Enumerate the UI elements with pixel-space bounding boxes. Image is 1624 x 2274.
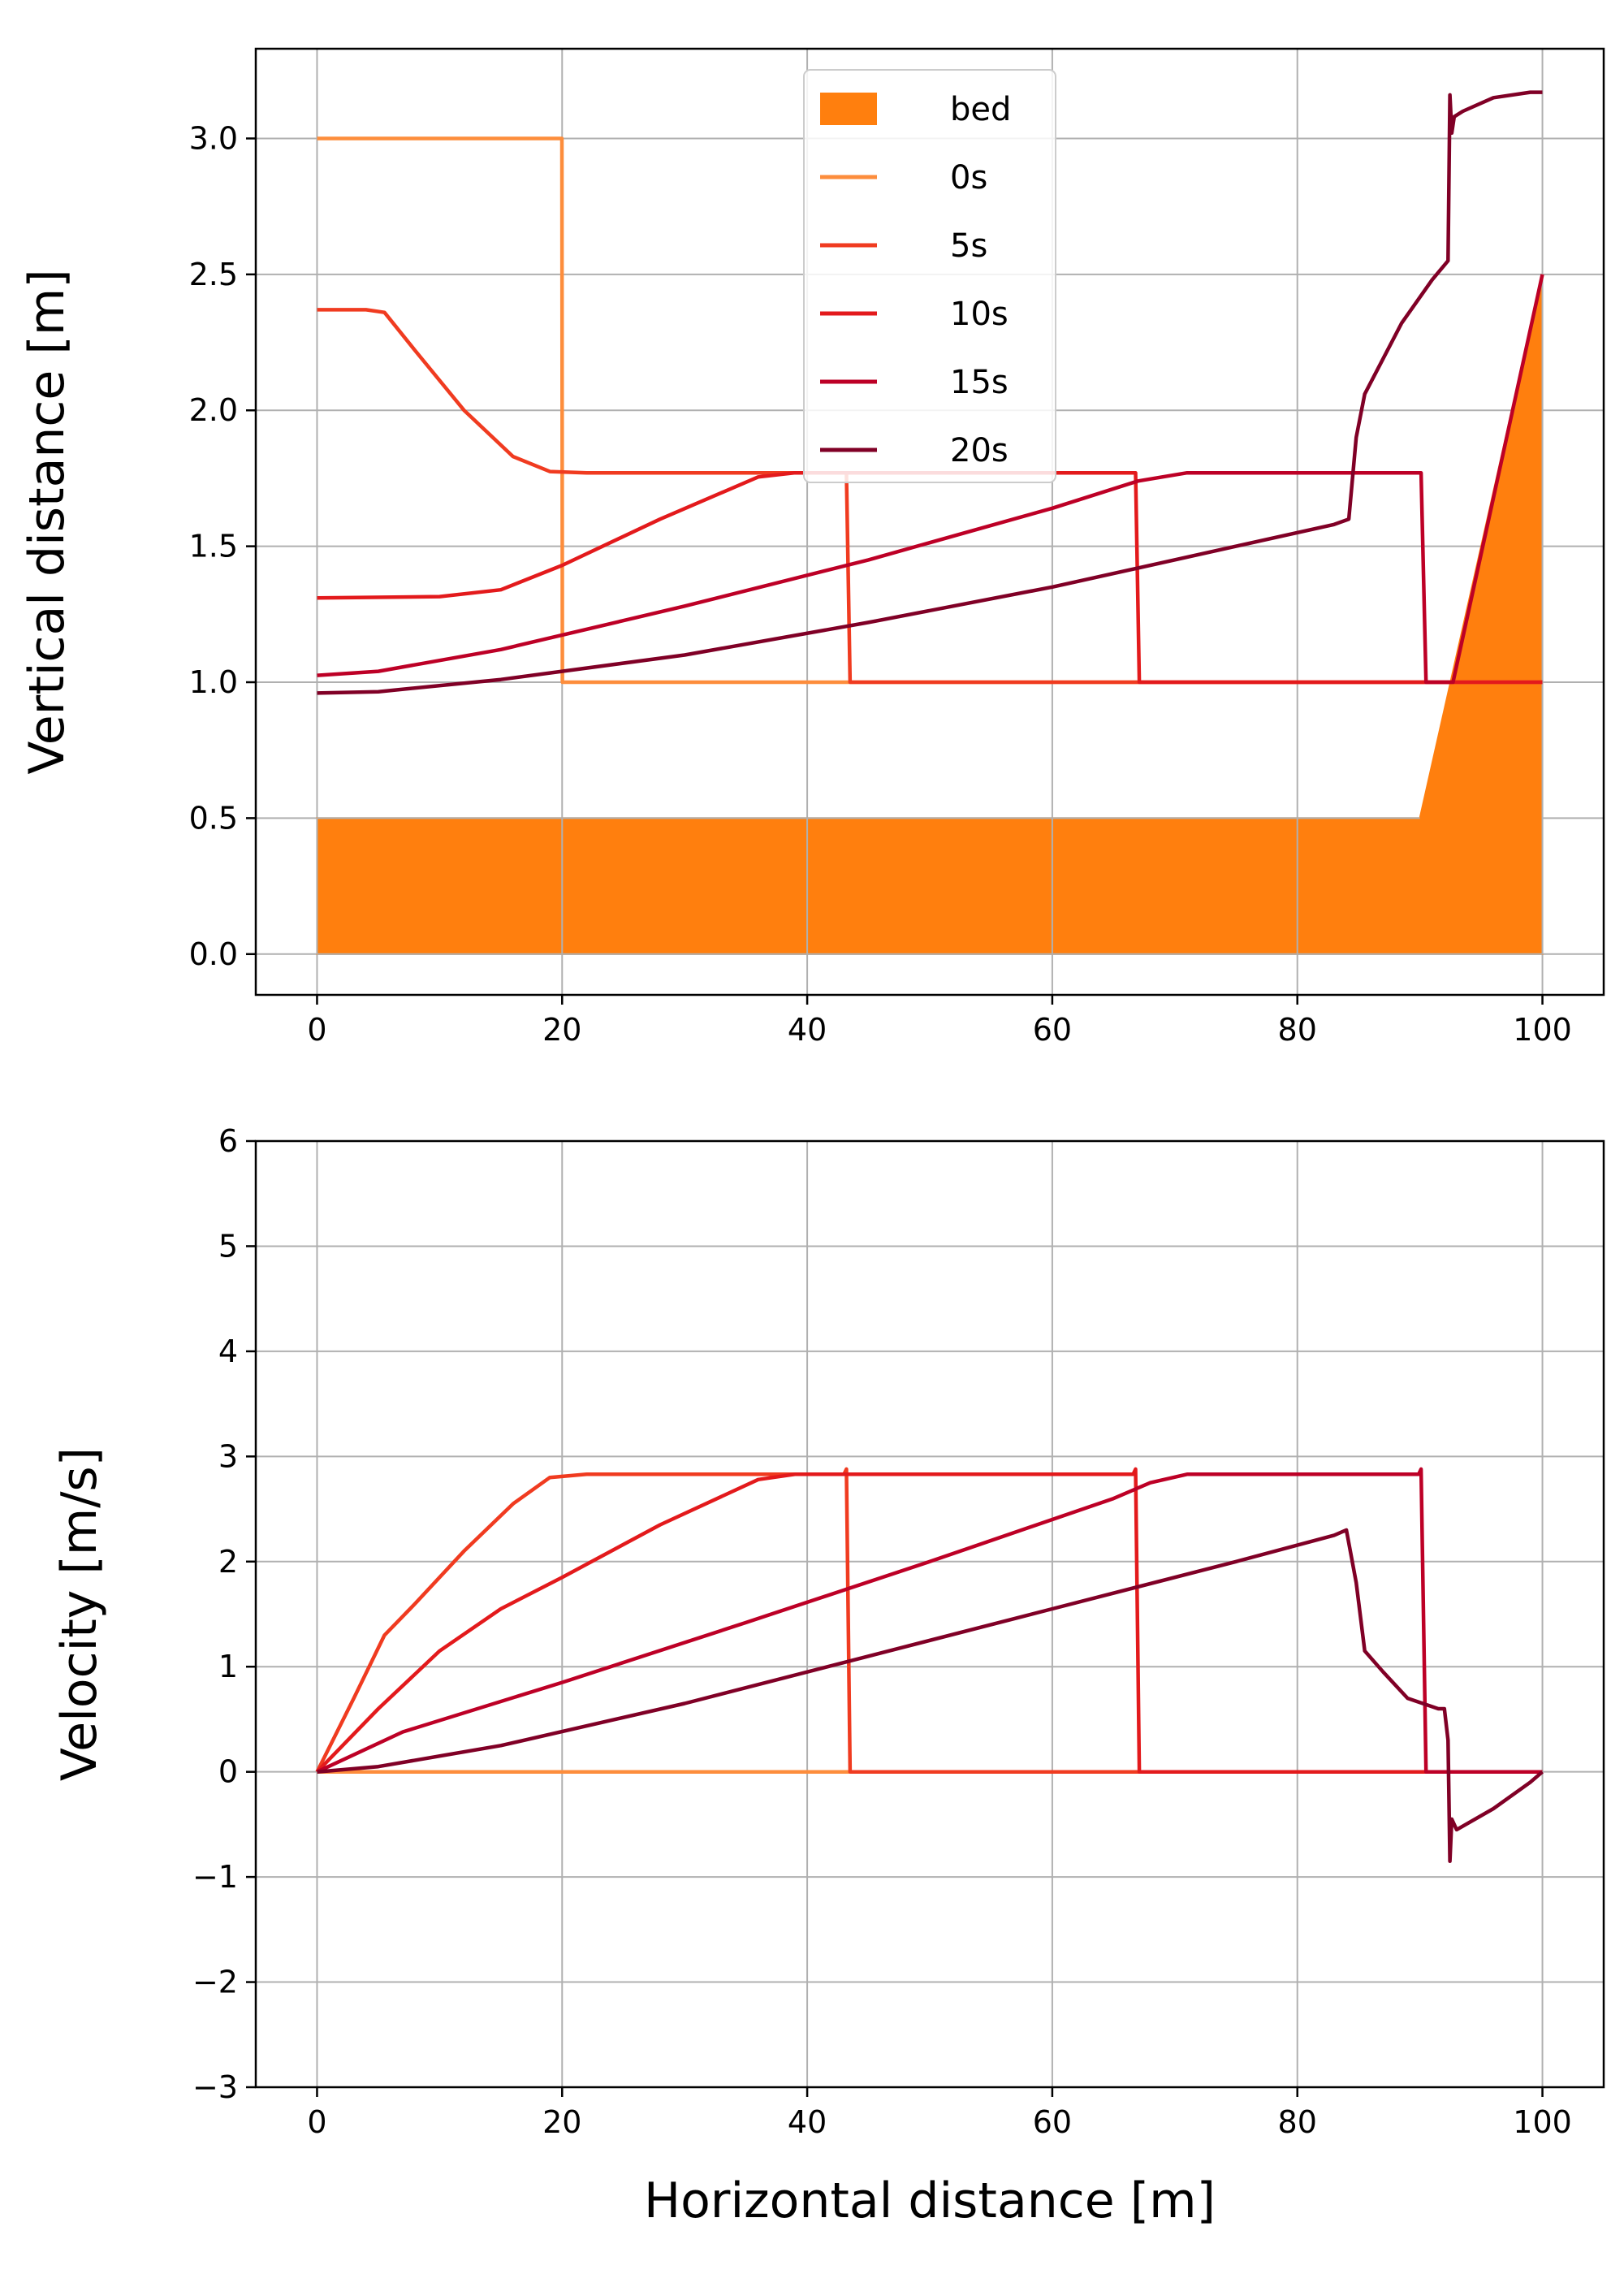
velocity-axes-frame	[254, 1139, 1605, 2089]
elevation-xtick-label-40: 40	[788, 1012, 827, 1048]
velocity-xtick-label-0: 0	[307, 2104, 326, 2140]
elevation-ytick-label-2-5: 2.5	[189, 257, 238, 292]
elevation-grid-over-bed	[316, 274, 1544, 955]
elevation-series	[317, 90, 1544, 695]
elevation-ytick-label-0: 0.0	[189, 936, 238, 972]
legend-label-5s: 5s	[950, 227, 987, 265]
velocity-ytick-label--1: −1	[192, 1859, 238, 1895]
elevation-ticks: 0 20 40 60 80 100 0.0 0.5 1.0 1.5 2.0 2.5 3.0	[189, 120, 1572, 1048]
elevation-series-5s	[317, 308, 1543, 685]
elevation-y-axis-label: Vertical distance [m]	[19, 269, 76, 774]
velocity-y-axis-label: Velocity [m/s]	[51, 1447, 108, 1781]
elevation-xtick-label-0: 0	[307, 1012, 326, 1048]
legend: bed 0s 5s 10s 15s 20s	[803, 69, 1056, 483]
elevation-ytick-label-2: 2.0	[189, 392, 238, 428]
velocity-xtick-label-40: 40	[788, 2104, 827, 2140]
elevation-xtick-label-60: 60	[1033, 1012, 1072, 1048]
velocity-ytick-label-0: 0	[218, 1754, 238, 1790]
legend-box	[803, 69, 1056, 483]
legend-label-20s: 20s	[950, 432, 1009, 469]
elevation-ytick-label-1: 1.0	[189, 664, 238, 700]
velocity-ytick-label-3: 3	[218, 1438, 238, 1474]
elevation-axes-frame	[254, 47, 1605, 996]
elevation-xtick-label-20: 20	[542, 1012, 581, 1048]
velocity-ytick-label--3: −3	[192, 2069, 238, 2105]
elevation-xtick-label-100: 100	[1513, 1012, 1572, 1048]
velocity-xtick-label-80: 80	[1278, 2104, 1317, 2140]
velocity-xtick-label-100: 100	[1513, 2104, 1572, 2140]
velocity-series-5s	[315, 1467, 1543, 1774]
elevation-ytick-label-0-5: 0.5	[189, 800, 238, 836]
elevation-xtick-label-80: 80	[1278, 1012, 1317, 1048]
velocity-ticks: 0 20 40 60 80 100 −3 −2 −1 0 1 2 3 4 5 6	[192, 1123, 1572, 2140]
velocity-series	[315, 1467, 1544, 1863]
legend-label-15s: 15s	[950, 364, 1009, 401]
elevation-ytick-label-1-5: 1.5	[189, 529, 238, 564]
velocity-ytick-label-1: 1	[218, 1649, 238, 1684]
velocity-plot: 0 20 40 60 80 100 −3 −2 −1 0 1 2 3 4 5 6 Velocity [m/s]…	[51, 1123, 1605, 2229]
legend-swatch-bed	[820, 93, 877, 125]
velocity-series-15s	[316, 1467, 1543, 1774]
velocity-ytick-label--2: −2	[192, 1965, 238, 2000]
legend-label-0s: 0s	[950, 159, 987, 197]
velocity-xtick-label-60: 60	[1033, 2104, 1072, 2140]
velocity-ytick-label-6: 6	[218, 1123, 238, 1159]
legend-label-10s: 10s	[950, 296, 1009, 333]
velocity-xtick-label-20: 20	[542, 2104, 581, 2140]
elevation-series-10s	[317, 470, 1543, 685]
horizontal-x-axis-label: Horizontal distance [m]	[644, 2172, 1216, 2229]
velocity-ytick-label-5: 5	[218, 1228, 238, 1264]
elevation-series-15s	[317, 274, 1544, 685]
velocity-series-10s	[315, 1467, 1543, 1774]
elevation-ytick-label-3: 3.0	[189, 120, 238, 156]
elevation-series-20s	[317, 90, 1543, 695]
elevation-plot: 0 20 40 60 80 100 0.0 0.5 1.0 1.5 2.0 2.5 3.0 Vertic…	[19, 47, 1605, 1048]
velocity-ytick-label-2: 2	[218, 1544, 238, 1580]
velocity-series-20s	[317, 1528, 1544, 1863]
legend-label-bed: bed	[950, 91, 1011, 128]
velocity-ytick-label-4: 4	[218, 1334, 238, 1369]
